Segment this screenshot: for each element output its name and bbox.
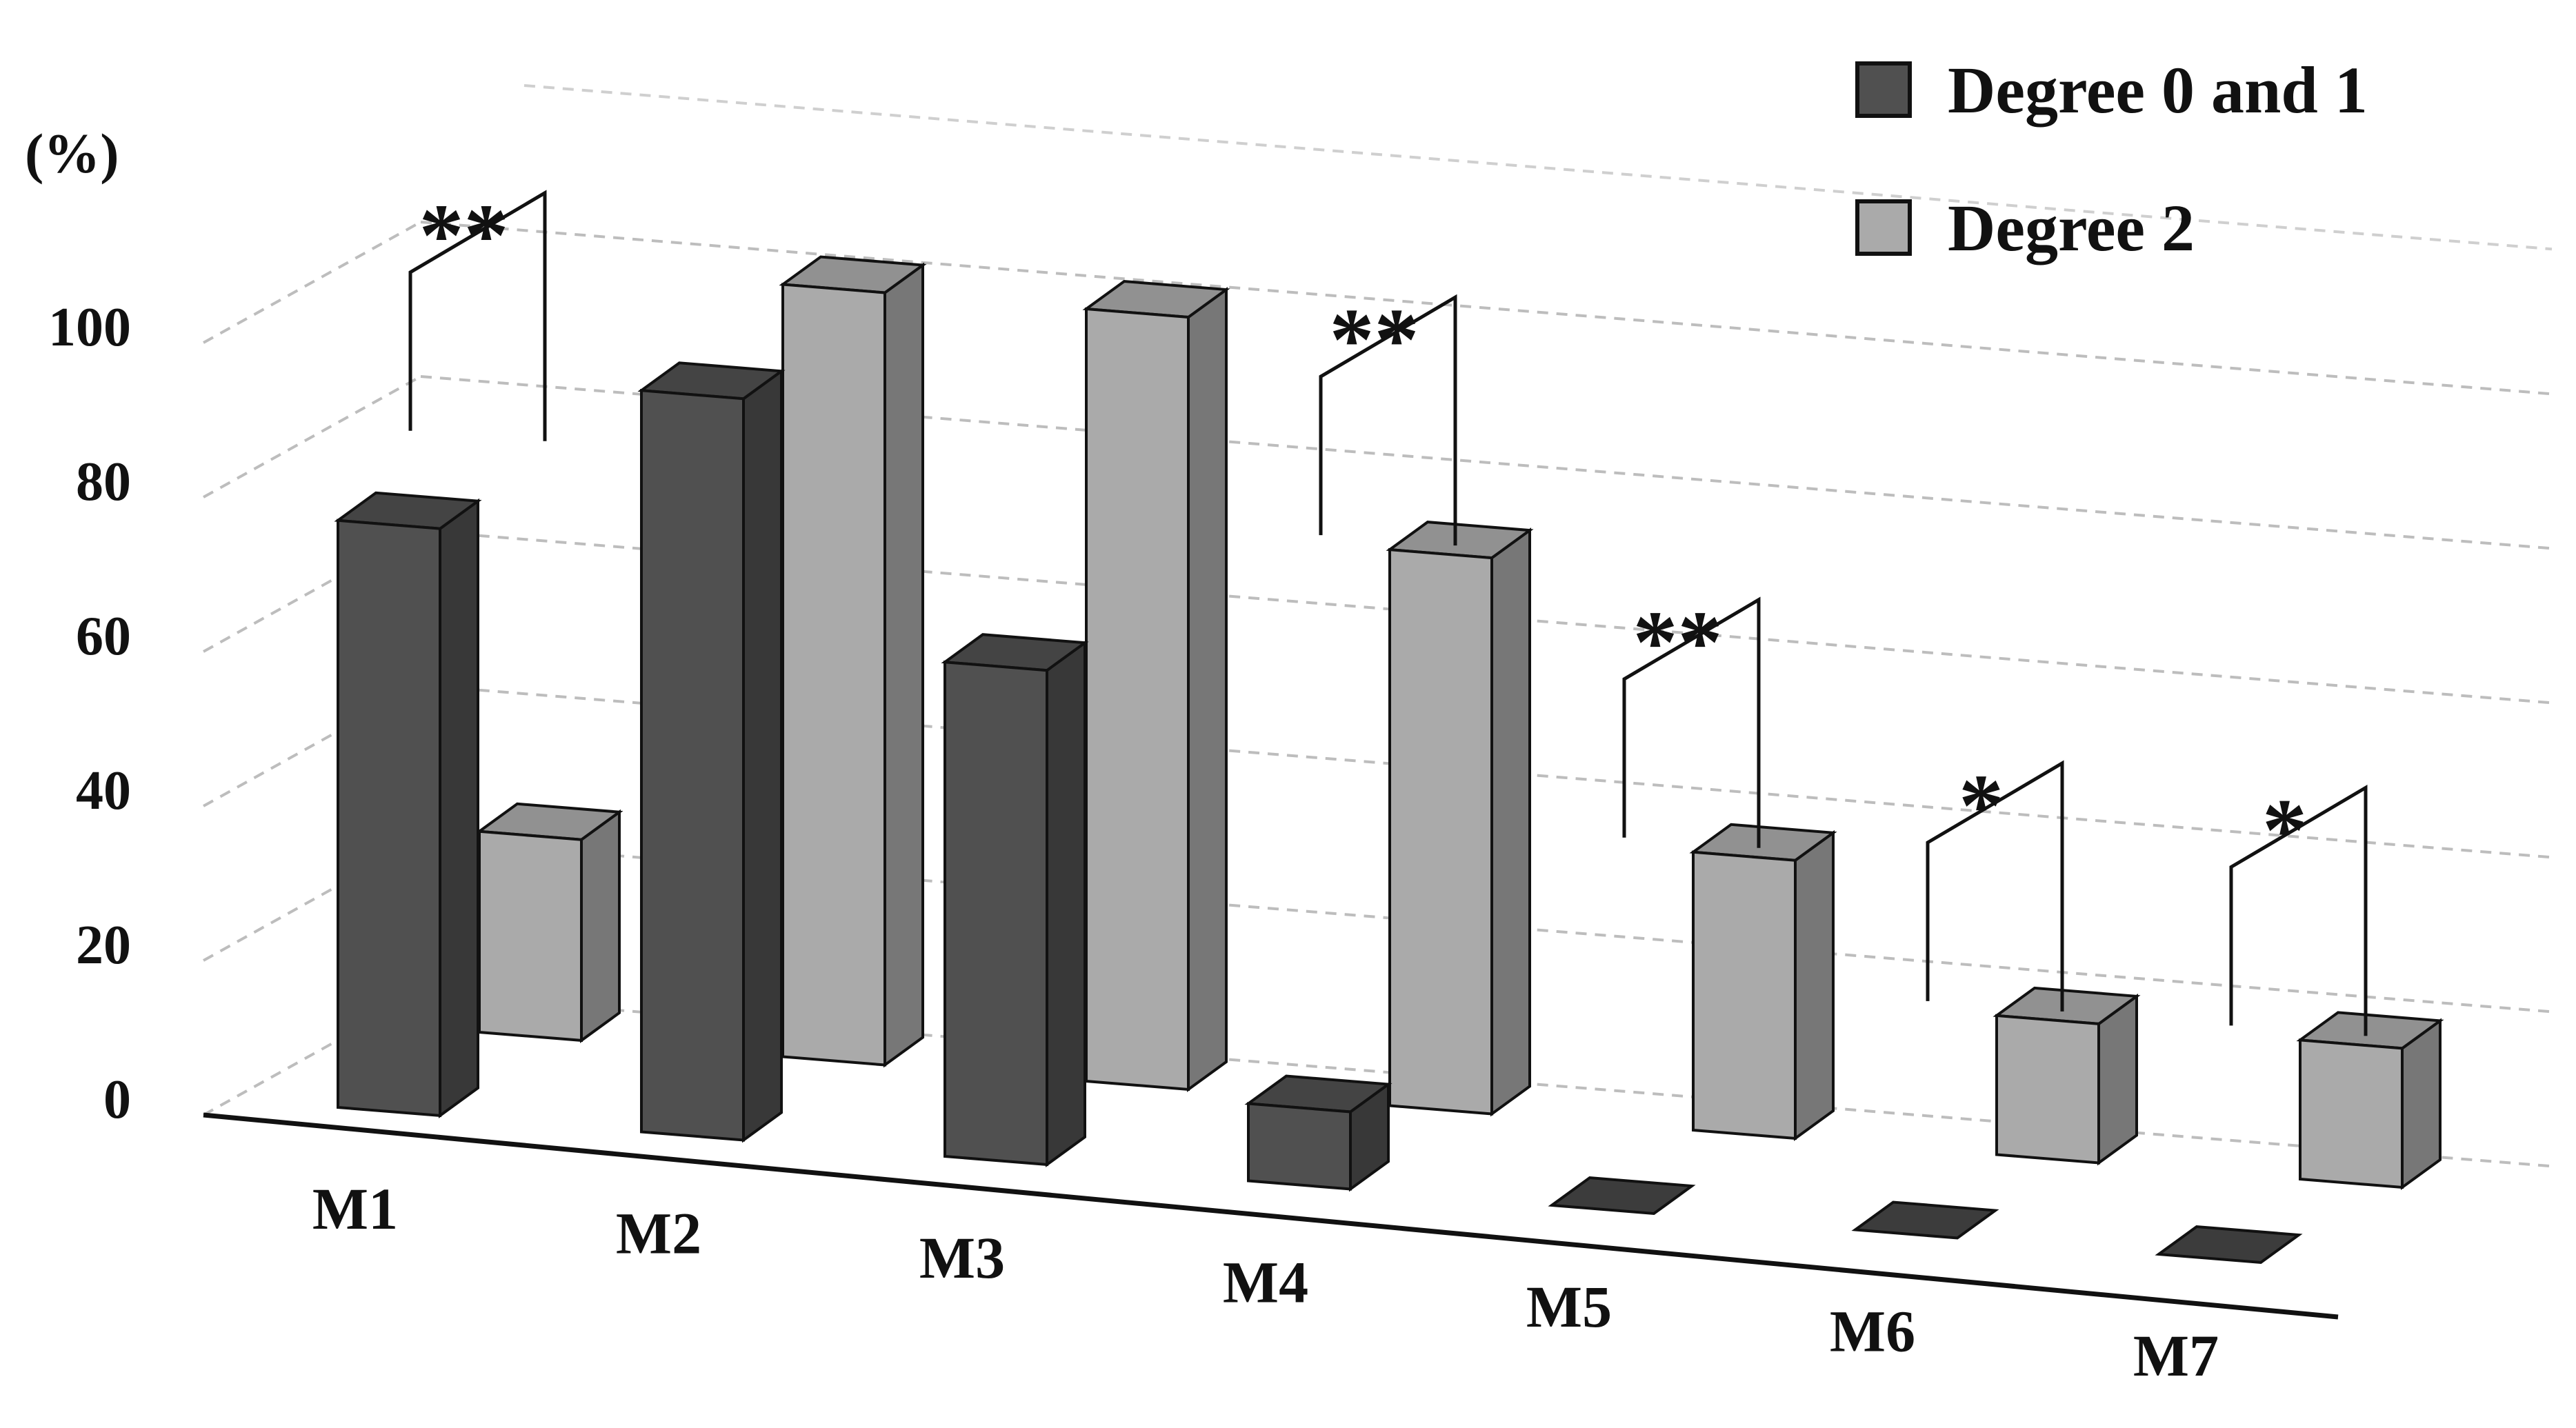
significance-brackets: ******* * (408, 186, 2368, 1036)
bar-degree-0-and-1-M4 (1244, 1074, 1392, 1192)
y-tick-label: 80 (76, 452, 131, 512)
bar-side-face (1187, 287, 1228, 1092)
gridline-back (420, 221, 2553, 396)
significance-marker: ** (1633, 593, 1723, 692)
y-tick-label: 20 (76, 915, 131, 976)
significance-bracket (1926, 760, 2064, 1012)
y-tick-label: 0 (103, 1069, 131, 1130)
bar-side-face (883, 262, 924, 1068)
significance-marker: ** (1330, 290, 1419, 390)
bar-side-face (439, 498, 479, 1118)
bar-front-face (2299, 1038, 2404, 1189)
legend: Degree 0 and 1 Degree 2 (1855, 21, 2368, 296)
bar-front-face (781, 283, 886, 1067)
bar-degree-2-M7 (2296, 1011, 2444, 1190)
bar-floor-tile (1851, 1200, 1999, 1240)
bar-side-face (742, 368, 783, 1143)
legend-label-degree-0-and-1: Degree 0 and 1 (1948, 52, 2368, 127)
x-tick-label: M7 (2133, 1323, 2219, 1389)
bar-degree-2-M1 (475, 802, 623, 1043)
significance-marker: ** (419, 186, 509, 285)
bar-side-face (580, 809, 621, 1043)
bar-front-face (1085, 307, 1190, 1092)
bar-front-face (1692, 850, 1797, 1140)
x-tick-label: M2 (616, 1200, 701, 1267)
y-tick-label: 60 (76, 606, 131, 667)
bar-side-face (1490, 527, 1531, 1117)
bar-front-face (640, 389, 745, 1142)
legend-swatch-light (1855, 199, 1912, 256)
bar-degree-2-M2 (779, 255, 927, 1068)
significance-bracket (1622, 596, 1761, 848)
bar-front-face (1247, 1102, 1352, 1191)
x-tick-label: M4 (1223, 1249, 1308, 1316)
x-tick-label: M3 (919, 1225, 1005, 1291)
x-axis-line (203, 1112, 2339, 1320)
gridline-side (203, 993, 421, 1116)
bar-front-face (1995, 1014, 2100, 1165)
gridline-side (203, 530, 421, 653)
bar-front-face (337, 519, 441, 1118)
bar-degree-0-and-1-M6 (1851, 1200, 1999, 1240)
bar-degree-2-M4 (1386, 521, 1534, 1117)
bars (334, 255, 2444, 1265)
gridline-side (203, 838, 421, 962)
bar-side-face (1046, 640, 1086, 1167)
bar-side-face (1794, 829, 1835, 1141)
bar-front-face (1388, 547, 1493, 1116)
bar-degree-0-and-1-M3 (941, 633, 1089, 1167)
gridline-side (203, 684, 421, 807)
y-tick-label: 40 (76, 761, 131, 821)
axes (203, 1112, 2339, 1320)
bar-degree-2-M5 (1689, 823, 1837, 1141)
x-tick-label: M1 (312, 1176, 398, 1242)
x-tick-label: M5 (1526, 1274, 1612, 1340)
y-tick-label: 100 (48, 297, 131, 358)
legend-label-degree-2: Degree 2 (1948, 190, 2195, 265)
significance-marker: * (1959, 756, 2004, 856)
x-tick-label: M6 (1830, 1298, 1915, 1365)
significance-bracket (2229, 785, 2368, 1036)
y-axis-label: (%) (25, 122, 119, 185)
legend-swatch-dark (1855, 61, 1912, 118)
gridline-top (523, 84, 2553, 251)
labels: 0 20 40 60 80 100 (%) M1 M2 M3 M4 M5 M6 M7 (25, 122, 2219, 1389)
bar-degree-0-and-1-M1 (334, 491, 482, 1118)
bar-front-face (943, 661, 1048, 1167)
bar-degree-2-M6 (1993, 986, 2141, 1166)
significance-marker: * (2262, 781, 2307, 880)
legend-item-degree-0-and-1: Degree 0 and 1 (1855, 21, 2368, 159)
significance-bracket (408, 190, 547, 441)
significance-bracket (1319, 294, 1457, 546)
bar-degree-0-and-1-M5 (1548, 1176, 1696, 1216)
bar-degree-0-and-1-M2 (637, 361, 786, 1143)
bar-front-face (478, 829, 583, 1043)
legend-item-degree-2: Degree 2 (1855, 159, 2368, 296)
gridline-side (203, 221, 421, 344)
gridline-side (203, 375, 421, 499)
bar-degree-0-and-1-M7 (2155, 1225, 2303, 1265)
bar-floor-tile (1548, 1176, 1696, 1216)
bar-degree-2-M3 (1082, 279, 1230, 1092)
bar-floor-tile (2155, 1225, 2303, 1265)
